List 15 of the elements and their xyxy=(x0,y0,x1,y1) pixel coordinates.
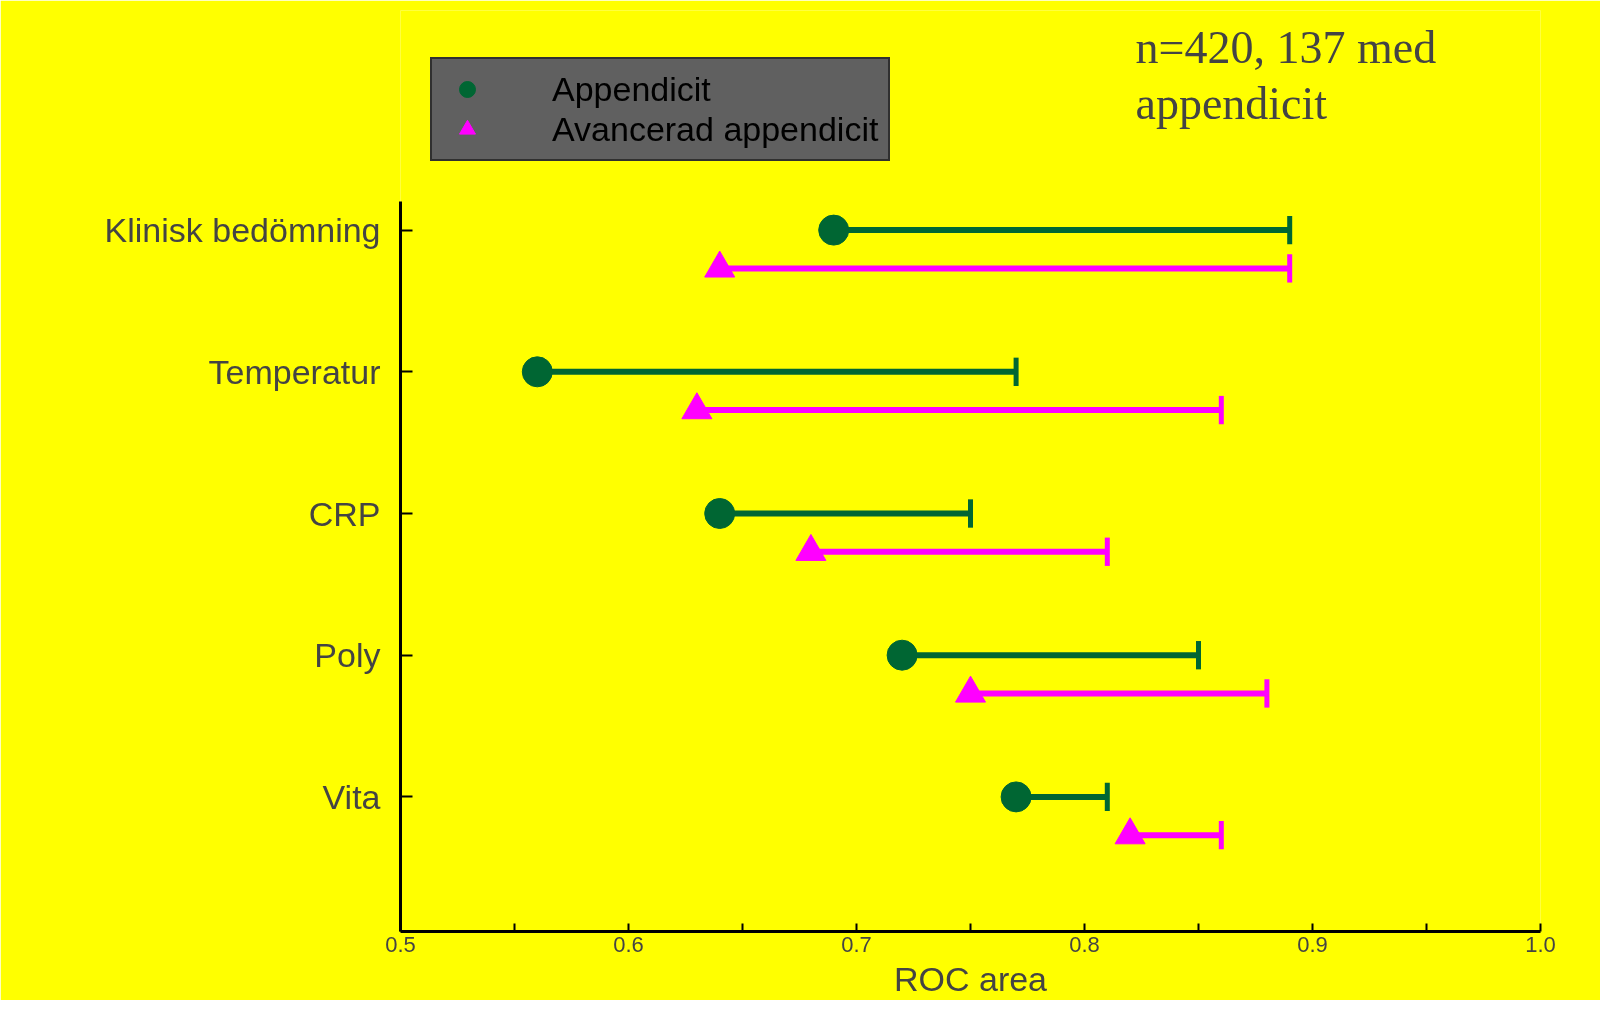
x-tick-label: 1.0 xyxy=(1525,931,1556,957)
x-tick-label: 0.6 xyxy=(613,931,644,957)
x-tick-label: 0.8 xyxy=(1069,931,1100,957)
legend-label: Appendicit xyxy=(552,69,711,109)
x-tick-label: 0.9 xyxy=(1297,931,1328,957)
legend-label: Avancerad appendicit xyxy=(552,109,879,149)
x-tick-label: 0.7 xyxy=(841,931,872,957)
y-tick-label: CRP xyxy=(308,494,381,533)
text: n=420, 137 med appendicit xyxy=(1135,21,1437,129)
x-tick-label: 0.5 xyxy=(385,931,416,957)
y-tick-label: Vita xyxy=(322,777,381,816)
y-tick-label: Klinisk bedömning xyxy=(104,211,381,250)
x-axis-title: ROC area xyxy=(893,959,1048,998)
y-tick-label: Poly xyxy=(314,636,381,675)
y-tick-label: Temperatur xyxy=(208,352,381,391)
